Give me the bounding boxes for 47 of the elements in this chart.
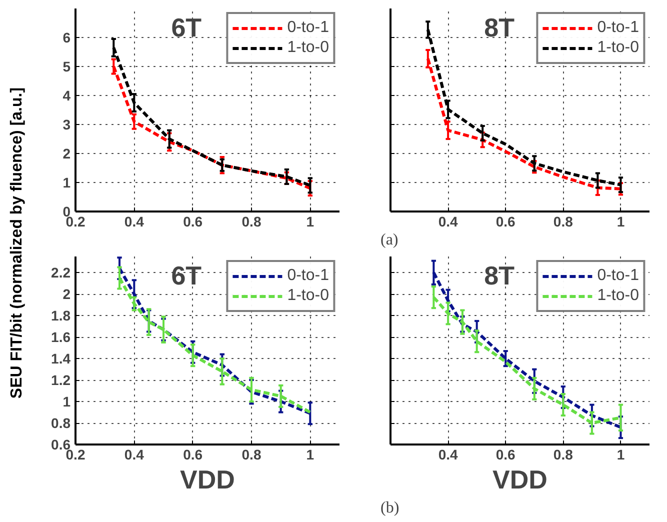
- x-tick-label: 0.8: [553, 446, 574, 462]
- x-tick-label: 0.4: [438, 446, 458, 462]
- legend-label: 1-to-0: [287, 39, 329, 57]
- x-tick-label: 0.8: [242, 446, 262, 462]
- chart-title: 6T: [171, 260, 202, 290]
- x-axis-title: VDD: [180, 464, 235, 494]
- y-tick-label: 3: [62, 116, 71, 132]
- legend-label: 1-to-0: [597, 39, 639, 57]
- x-tick-label: 0.4: [438, 214, 458, 230]
- x-tick-label: 1: [616, 446, 625, 462]
- x-tick-label: 0.8: [553, 214, 574, 230]
- y-axis-title: SEU FIT/bit (normalized by fluence) [a.u.]: [8, 87, 26, 399]
- y-tick-label: 0.8: [51, 415, 71, 432]
- y-tick-label: 6: [62, 30, 71, 46]
- legend-label: 1-to-0: [597, 287, 639, 305]
- y-tick-label: 1.4: [51, 350, 71, 367]
- text: (b): [380, 500, 400, 516]
- chart-title: 6T: [171, 12, 202, 42]
- text: (a): [380, 232, 398, 248]
- y-tick-label: 5: [62, 58, 71, 74]
- legend-label: 0-to-1: [287, 267, 329, 285]
- legend-label: 1-to-0: [287, 287, 329, 305]
- y-tick-label: 1: [62, 394, 71, 410]
- x-tick-label: 0.6: [496, 214, 516, 230]
- x-tick-label: 0.6: [496, 446, 516, 462]
- y-tick-label: 2.2: [51, 264, 71, 281]
- y-tick-label: 1.6: [51, 329, 71, 346]
- x-tick-label: 0.4: [124, 446, 144, 462]
- y-tick-label: 1: [62, 174, 71, 190]
- legend-label: 0-to-1: [597, 267, 639, 285]
- x-tick-label: 0.8: [242, 214, 262, 230]
- y-tick-label: 1.2: [51, 372, 71, 388]
- x-tick-label: 1: [306, 446, 314, 462]
- legend-label: 0-to-1: [597, 19, 639, 37]
- chart-title: 8T: [484, 12, 515, 42]
- x-tick-label: 1: [616, 214, 625, 230]
- x-axis-title: VDD: [492, 464, 548, 494]
- y-tick-label: 1.8: [51, 308, 71, 324]
- x-tick-label: 1: [306, 214, 314, 230]
- x-tick-label: 0.4: [124, 214, 144, 230]
- y-tick-label: 2: [62, 286, 71, 302]
- chart-title: 8T: [484, 260, 515, 290]
- x-tick-label: 0.6: [183, 446, 203, 462]
- legend-label: 0-to-1: [287, 19, 329, 37]
- x-tick-label: 0.6: [183, 214, 203, 230]
- y-tick-label: 2: [62, 146, 71, 162]
- y-tick-label: 4: [62, 88, 71, 104]
